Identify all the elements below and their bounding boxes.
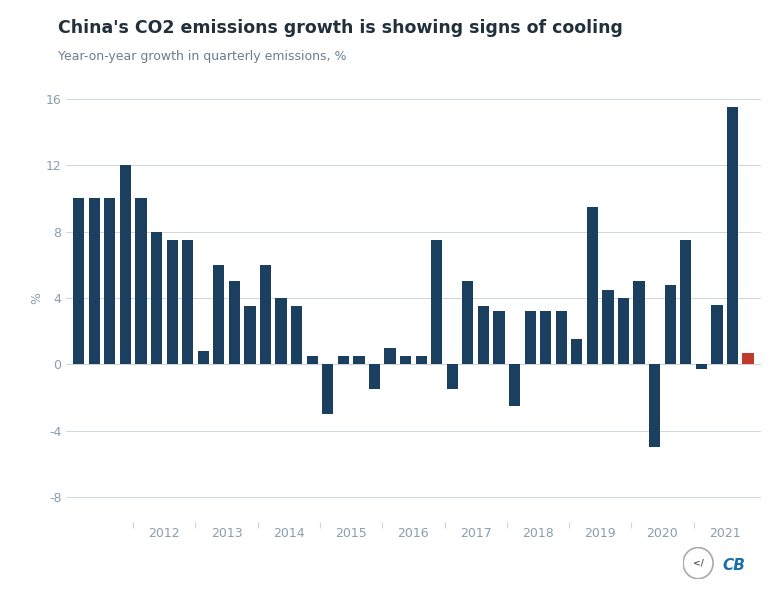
Text: 2019: 2019: [584, 527, 616, 540]
Bar: [555, 312, 567, 365]
Bar: [633, 281, 645, 365]
Bar: [197, 351, 209, 365]
Bar: [89, 198, 100, 365]
Text: China's CO2 emissions growth is showing signs of cooling: China's CO2 emissions growth is showing …: [58, 19, 623, 37]
Text: 2021: 2021: [709, 527, 740, 540]
Text: 2016: 2016: [398, 527, 429, 540]
Bar: [463, 281, 473, 365]
Bar: [494, 312, 505, 365]
Bar: [385, 348, 395, 365]
Bar: [229, 281, 240, 365]
Bar: [400, 356, 411, 365]
Bar: [291, 306, 303, 365]
Text: 2012: 2012: [148, 527, 180, 540]
Bar: [727, 107, 738, 365]
Text: </: </: [693, 559, 704, 568]
Text: 2018: 2018: [522, 527, 554, 540]
Bar: [151, 231, 162, 365]
Bar: [353, 356, 364, 365]
Bar: [524, 312, 536, 365]
Bar: [743, 353, 753, 365]
Bar: [431, 240, 442, 365]
Bar: [260, 265, 271, 365]
Bar: [244, 306, 256, 365]
Bar: [509, 365, 520, 406]
Text: 2020: 2020: [647, 527, 679, 540]
Bar: [338, 356, 349, 365]
Bar: [540, 312, 551, 365]
Text: Year-on-year growth in quarterly emissions, %: Year-on-year growth in quarterly emissio…: [58, 50, 347, 63]
Bar: [602, 290, 614, 365]
Text: 2014: 2014: [273, 527, 305, 540]
Bar: [167, 240, 178, 365]
Bar: [369, 365, 380, 389]
Bar: [447, 365, 458, 389]
Bar: [322, 365, 333, 414]
Text: 2015: 2015: [335, 527, 367, 540]
Text: 2013: 2013: [211, 527, 243, 540]
Bar: [665, 284, 675, 365]
Bar: [73, 198, 84, 365]
Bar: [618, 298, 629, 365]
Bar: [478, 306, 489, 365]
Y-axis label: %: %: [30, 292, 43, 304]
Bar: [182, 240, 193, 365]
Bar: [711, 304, 722, 365]
Bar: [416, 356, 427, 365]
Bar: [680, 240, 691, 365]
Bar: [649, 365, 660, 447]
Bar: [587, 206, 598, 365]
Bar: [696, 365, 707, 369]
Bar: [307, 356, 317, 365]
Bar: [571, 339, 583, 365]
Bar: [136, 198, 147, 365]
Bar: [275, 298, 287, 365]
Bar: [213, 265, 225, 365]
Bar: [120, 165, 131, 365]
Text: 2017: 2017: [459, 527, 491, 540]
Bar: [105, 198, 115, 365]
Text: CB: CB: [722, 559, 745, 573]
